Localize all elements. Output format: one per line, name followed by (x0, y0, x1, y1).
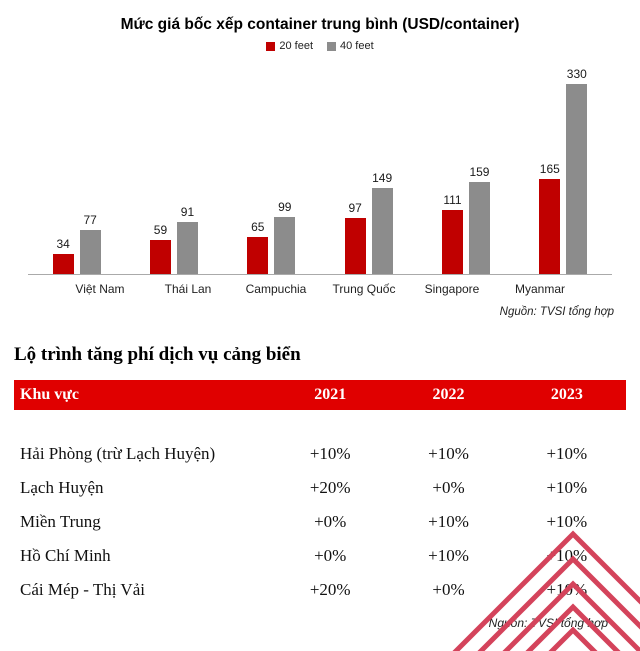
bar-group: 165 330 (515, 67, 612, 274)
bar-40-feet (274, 217, 296, 274)
bar-groups: 34 77 59 91 65 99 97 149 111 159 165 330 (28, 62, 612, 275)
chart-section: Mức giá bốc xếp container trung bình (US… (0, 16, 640, 318)
bar-20-feet (52, 254, 74, 274)
legend-label: 40 feet (340, 40, 374, 52)
category-label: Campuchia (245, 282, 307, 296)
fee-increase-cell: +10% (309, 444, 351, 463)
table-header-cell: 2023 (507, 380, 626, 410)
fee-increase-cell: +10% (428, 444, 469, 463)
bar-group: 65 99 (223, 200, 320, 274)
category-label: Việt Nam (75, 282, 125, 296)
bar-group: 34 77 (28, 213, 125, 274)
bar-value-label: 149 (372, 171, 393, 185)
fee-increase-cell: +10% (546, 478, 588, 497)
table-row: Hồ Chí Minh +0% +10% +10% (14, 539, 626, 573)
fee-increase-cell: +0% (432, 478, 465, 497)
region-cell: Miền Trung (20, 512, 101, 531)
bar-20-feet (149, 240, 171, 274)
legend-item: 40 feet (327, 40, 374, 52)
table-row: Lạch Huyện +20% +0% +10% (14, 471, 626, 505)
fee-increase-cell: +10% (546, 512, 588, 531)
region-cell: Cái Mép - Thị Vải (20, 580, 145, 599)
bar-40-feet (468, 182, 490, 274)
chart-legend: 20 feet 40 feet (0, 40, 640, 52)
bar-value-label: 99 (278, 200, 292, 214)
bar-group: 97 149 (320, 171, 417, 274)
bar-group: 111 159 (417, 165, 514, 274)
table-row: Cái Mép - Thị Vải +20% +0% +10% (14, 573, 626, 607)
category-label: Thái Lan (164, 282, 212, 296)
chart-title: Mức giá bốc xếp container trung bình (US… (120, 16, 520, 33)
bar-value-label: 77 (83, 213, 97, 227)
table-body: Hải Phòng (trừ Lạch Huyện) +10% +10% +10% Lạ… (14, 410, 626, 607)
fee-increase-cell: +0% (314, 512, 347, 531)
legend-swatch (266, 41, 276, 51)
category-label: Myanmar (514, 282, 565, 296)
x-axis-labels: Việt Nam Thái Lan Campuchia Trung Quốc Singa… (28, 275, 612, 296)
bar-40-feet (566, 84, 588, 274)
region-cell: Hồ Chí Minh (20, 546, 111, 565)
bar-value-label: 65 (251, 220, 265, 234)
bar-value-label: 159 (469, 165, 490, 179)
legend-item: 20 feet (266, 40, 313, 52)
bar-value-label: 91 (180, 205, 195, 219)
port-fee-table: Khu vực 2021 2022 2023 Hải Phòng (trừ Lạch … (14, 380, 626, 607)
bar-20-feet (247, 237, 269, 274)
fee-increase-cell: +10% (546, 444, 588, 463)
category-label: Singapore (424, 282, 480, 296)
legend-label: 20 feet (279, 40, 313, 52)
table-row: Miền Trung +0% +10% +10% (14, 505, 626, 539)
fee-increase-cell: +10% (546, 580, 588, 599)
table-title: Lộ trình tăng phí dịch vụ cảng biển (14, 344, 301, 365)
region-cell: Hải Phòng (trừ Lạch Huyện) (20, 444, 216, 463)
fee-increase-cell: +10% (428, 546, 469, 565)
fee-increase-cell: +20% (309, 478, 351, 497)
table-row: Hải Phòng (trừ Lạch Huyện) +10% +10% +10% (14, 410, 626, 471)
table-section: Lộ trình tăng phí dịch vụ cảng biển Khu … (0, 344, 640, 630)
fee-increase-cell: +10% (428, 512, 469, 531)
bar-20-feet (441, 210, 463, 274)
bar-20-feet (344, 218, 366, 274)
bar-40-feet (371, 188, 393, 274)
bar-value-label: 165 (539, 162, 560, 176)
bar-value-label: 330 (566, 67, 587, 81)
table-source: Nguồn: TVSI tổng hợp (488, 616, 608, 630)
bar-value-label: 34 (56, 237, 70, 251)
table-header-cell: 2021 (271, 380, 390, 410)
bar-value-label: 59 (153, 223, 168, 237)
bar-chart: 34 77 59 91 65 99 97 149 111 159 165 330 Việt Nam Th… (0, 62, 640, 296)
legend-swatch (327, 41, 336, 51)
diamond-outline (548, 626, 598, 651)
table-header-cell: 2022 (389, 380, 508, 410)
bar-value-label: 97 (348, 201, 362, 215)
table-header-row: Khu vực 2021 2022 2023 (14, 380, 626, 410)
fee-increase-cell: +0% (432, 580, 465, 599)
bar-20-feet (539, 179, 561, 274)
category-label: Trung Quốc (332, 282, 396, 296)
fee-increase-cell: +20% (309, 580, 351, 599)
bar-40-feet (176, 222, 198, 274)
bar-40-feet (79, 230, 101, 274)
fee-increase-cell: +10% (546, 546, 588, 565)
chart-source: Nguồn: TVSI tổng hợp (499, 306, 614, 318)
table-header-cell: Khu vực (14, 380, 272, 410)
region-cell: Lạch Huyện (20, 478, 104, 497)
bar-value-label: 111 (443, 193, 462, 207)
fee-increase-cell: +0% (314, 546, 347, 565)
bar-group: 59 91 (125, 205, 222, 274)
